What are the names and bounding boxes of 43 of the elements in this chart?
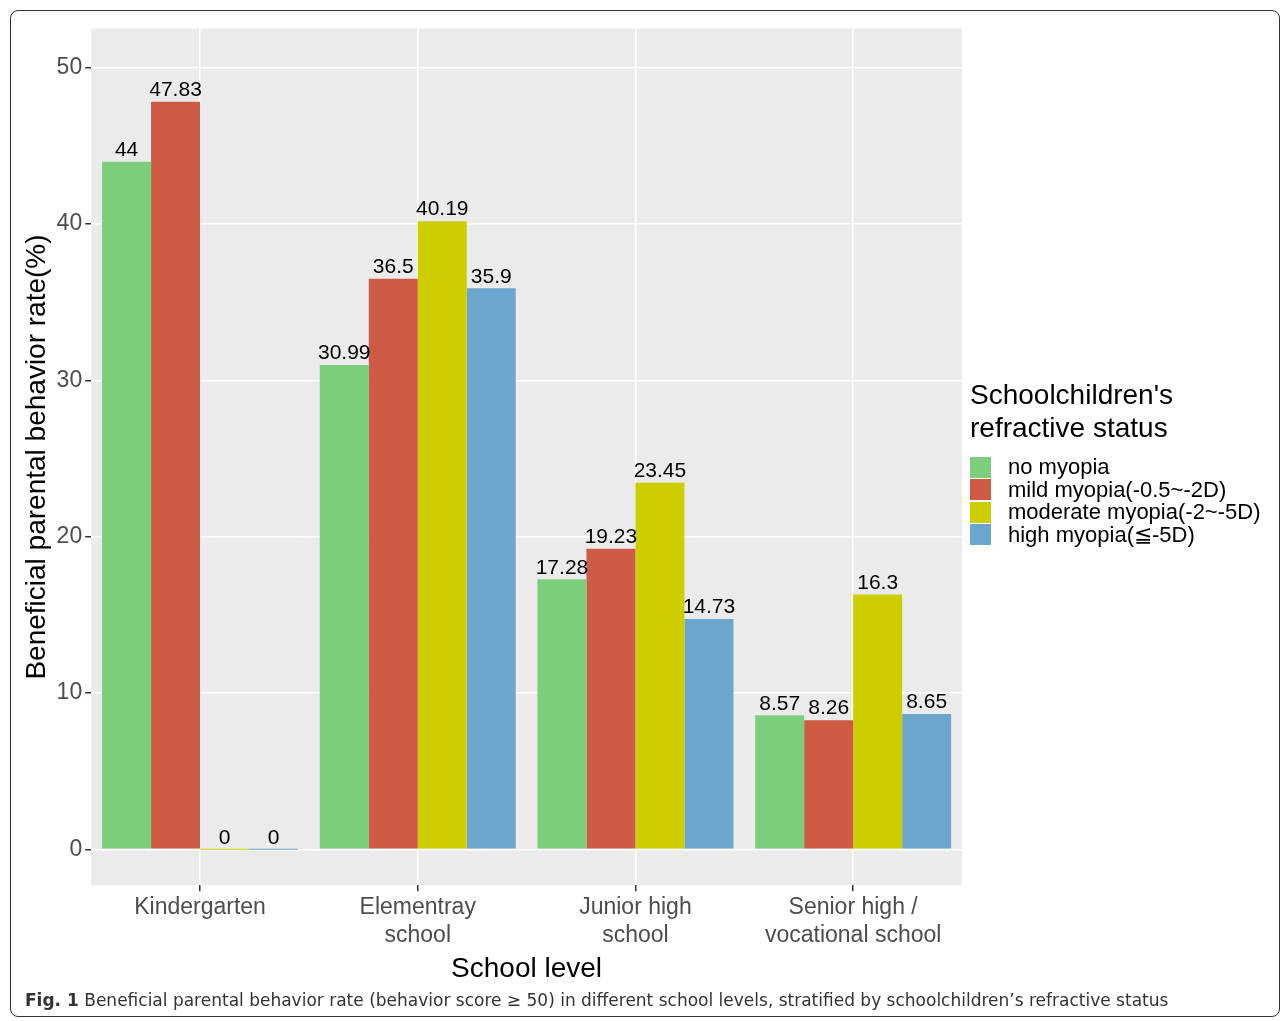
- bar: [368, 278, 418, 849]
- data-label: 0: [218, 825, 231, 849]
- bar: [102, 161, 152, 849]
- legend-title: Schoolchildren's refractive status: [970, 378, 1174, 444]
- caption: Fig. 1 Beneficial parental behavior rate (behavior score ≥ 50) in different school levels, stratified by schoolchildren’s refractive status: [25, 990, 1169, 1010]
- data-label: 44: [114, 136, 139, 160]
- x-tick-label: Kindergarten: [134, 893, 266, 920]
- data-label: 16.3: [857, 569, 899, 593]
- bar: [466, 288, 516, 849]
- data-label: 19.23: [584, 524, 638, 548]
- y-axis-title: Beneficial parental behavior rate(%): [19, 234, 51, 680]
- bar: [853, 594, 903, 849]
- data-label: 14.73: [682, 594, 736, 618]
- legend-label: no myopia: [1008, 454, 1110, 481]
- data-label: 47.83: [149, 77, 202, 101]
- data-label: 35.9: [470, 263, 512, 287]
- x-axis-title: School level: [451, 951, 603, 983]
- data-label: 8.26: [808, 695, 850, 719]
- x-tick-label: Senior high / vocational school: [764, 893, 942, 947]
- x-tick-label: Junior high school: [579, 893, 692, 947]
- bar: [684, 619, 734, 849]
- bar: [804, 720, 854, 849]
- bar: [417, 221, 467, 849]
- data-label: 36.5: [372, 254, 414, 278]
- bar: [902, 714, 952, 849]
- y-tick-label: 30: [56, 365, 83, 392]
- data-label: 8.65: [906, 689, 948, 713]
- data-label: 8.57: [759, 690, 801, 714]
- data-label: 23.45: [633, 458, 687, 482]
- y-tick-label: 0: [69, 834, 83, 861]
- y-tick-label: 40: [56, 209, 83, 236]
- y-tick-label: 50: [56, 53, 83, 80]
- data-label: 0: [267, 825, 280, 849]
- bar: [151, 101, 201, 849]
- y-tick-label: 20: [56, 522, 83, 549]
- y-tick-label: 10: [56, 678, 83, 705]
- bar: [755, 715, 805, 849]
- x-tick-label: Elementray school: [359, 893, 477, 947]
- bar: [319, 364, 369, 849]
- data-label: 40.19: [415, 196, 469, 220]
- bar: [635, 482, 685, 849]
- bar: [537, 579, 587, 849]
- bar: [586, 548, 636, 849]
